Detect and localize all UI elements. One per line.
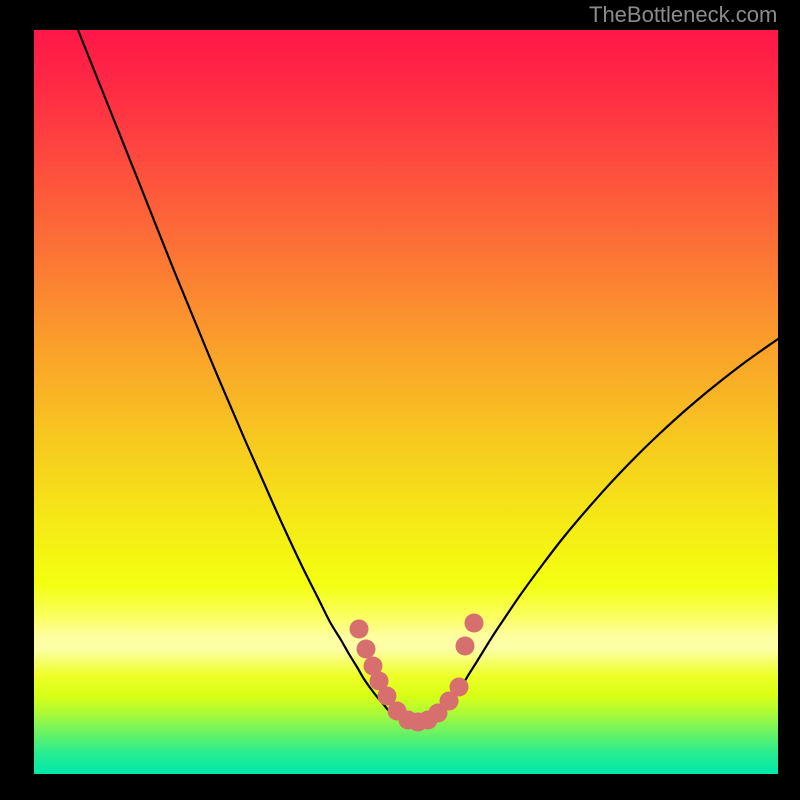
data-marker (357, 640, 376, 659)
data-marker (456, 637, 475, 656)
data-marker (350, 620, 369, 639)
data-marker (450, 678, 469, 697)
bottleneck-chart: TheBottleneck.com (0, 0, 800, 800)
plot-area (34, 30, 778, 774)
watermark-text: TheBottleneck.com (589, 2, 777, 27)
data-marker (465, 614, 484, 633)
